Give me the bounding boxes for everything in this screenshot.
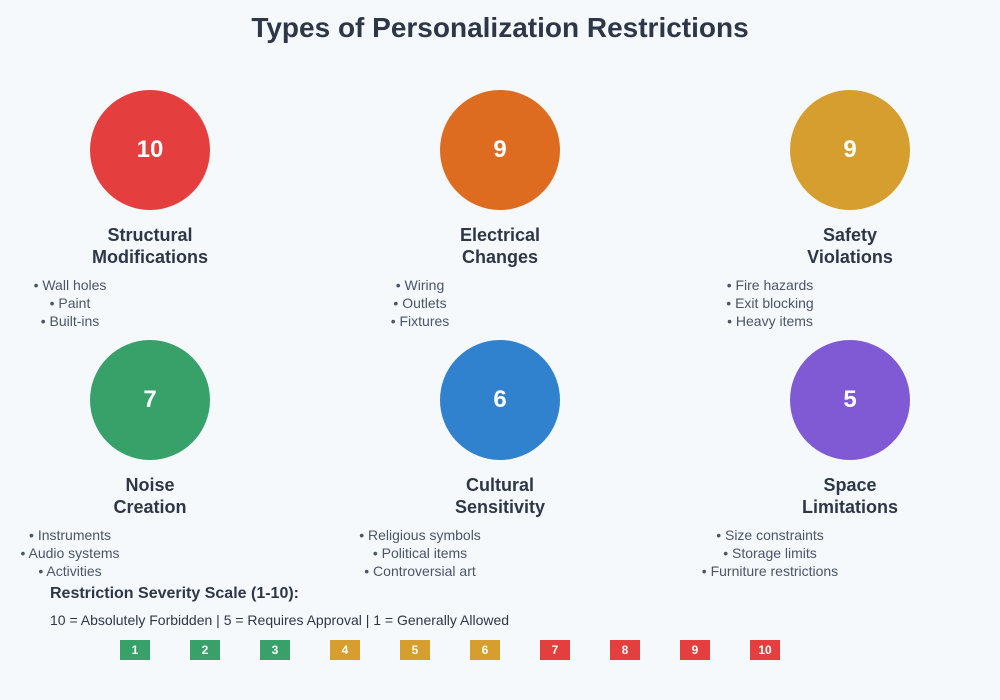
severity-circle-structural: 10 xyxy=(90,90,210,210)
category-title-space: Space Limitations xyxy=(730,474,970,518)
category-title-structural: Structural Modifications xyxy=(30,224,270,268)
scale-level-7: 7 xyxy=(540,640,570,660)
category-bullets-safety: • Fire hazards • Exit blocking • Heavy i… xyxy=(620,276,920,330)
category-title-line1: Noise xyxy=(125,475,175,495)
bullet-item: • Storage limits xyxy=(723,545,817,561)
category-title-line2: Modifications xyxy=(92,247,208,267)
scale-description: 10 = Absolutely Forbidden | 5 = Requires… xyxy=(50,612,510,628)
scale-level-8: 8 xyxy=(610,640,640,660)
category-title-cultural: Cultural Sensitivity xyxy=(380,474,620,518)
scale-level-6: 6 xyxy=(470,640,500,660)
severity-circle-electrical: 9 xyxy=(440,90,560,210)
severity-score: 6 xyxy=(493,386,507,413)
category-bullets-space: • Size constraints • Storage limits • Fu… xyxy=(620,526,920,580)
category-title-noise: Noise Creation xyxy=(30,474,270,518)
page-title: Types of Personalization Restrictions xyxy=(251,12,749,43)
category-bullets-structural: • Wall holes • Paint • Built-ins xyxy=(0,276,220,330)
scale-title: Restriction Severity Scale (1-10): xyxy=(50,585,299,602)
category-title-electrical: Electrical Changes xyxy=(380,224,620,268)
severity-score: 5 xyxy=(843,386,857,413)
severity-score: 10 xyxy=(136,136,164,163)
severity-circle-noise: 7 xyxy=(90,340,210,460)
bullet-item: • Religious symbols xyxy=(359,527,481,543)
scale-level-9: 9 xyxy=(680,640,710,660)
bullet-item: • Fire hazards xyxy=(726,277,814,293)
bullet-item: • Built-ins xyxy=(40,313,100,329)
category-title-line1: Space xyxy=(823,475,877,495)
severity-circle-safety: 9 xyxy=(790,90,910,210)
category-title-line1: Safety xyxy=(822,225,878,245)
category-title-line1: Electrical xyxy=(459,225,541,245)
bullet-item: • Wall holes xyxy=(33,277,107,293)
category-title-line2: Creation xyxy=(113,497,187,517)
severity-score: 9 xyxy=(843,136,857,163)
bullet-item: • Fixtures xyxy=(390,313,450,329)
bullet-item: • Audio systems xyxy=(20,545,120,561)
category-title-safety: Safety Violations xyxy=(730,224,970,268)
scale-level-1: 1 xyxy=(120,640,150,660)
bullet-item: • Exit blocking xyxy=(726,295,814,311)
category-bullets-cultural: • Religious symbols • Political items • … xyxy=(270,526,570,580)
bullet-item: • Activities xyxy=(38,563,102,579)
bullet-item: • Size constraints xyxy=(716,527,824,543)
bullet-item: • Paint xyxy=(49,295,91,311)
severity-circle-space: 5 xyxy=(790,340,910,460)
severity-circle-cultural: 6 xyxy=(440,340,560,460)
scale-level-3: 3 xyxy=(260,640,290,660)
category-bullets-electrical: • Wiring • Outlets • Fixtures xyxy=(270,276,570,330)
category-title-line2: Sensitivity xyxy=(454,497,546,517)
bullet-item: • Heavy items xyxy=(727,313,813,329)
category-title-line1: Structural xyxy=(107,225,193,245)
severity-score: 9 xyxy=(493,136,507,163)
category-title-line2: Violations xyxy=(807,247,893,267)
scale-level-2: 2 xyxy=(190,640,220,660)
scale-level-10: 10 xyxy=(750,640,780,660)
bullet-item: • Wiring xyxy=(395,277,445,293)
severity-score: 7 xyxy=(143,386,157,413)
bullet-item: • Political items xyxy=(372,545,468,561)
bullet-item: • Outlets xyxy=(393,295,447,311)
bullet-item: • Furniture restrictions xyxy=(701,563,839,579)
category-title-line2: Changes xyxy=(461,247,539,267)
category-title-line2: Limitations xyxy=(801,497,898,517)
category-bullets-noise: • Instruments • Audio systems • Activiti… xyxy=(0,526,220,580)
scale-level-4: 4 xyxy=(330,640,360,660)
bullet-item: • Instruments xyxy=(29,527,111,543)
category-title-line1: Cultural xyxy=(465,475,534,495)
bullet-item: • Controversial art xyxy=(364,563,476,579)
scale-level-5: 5 xyxy=(400,640,430,660)
